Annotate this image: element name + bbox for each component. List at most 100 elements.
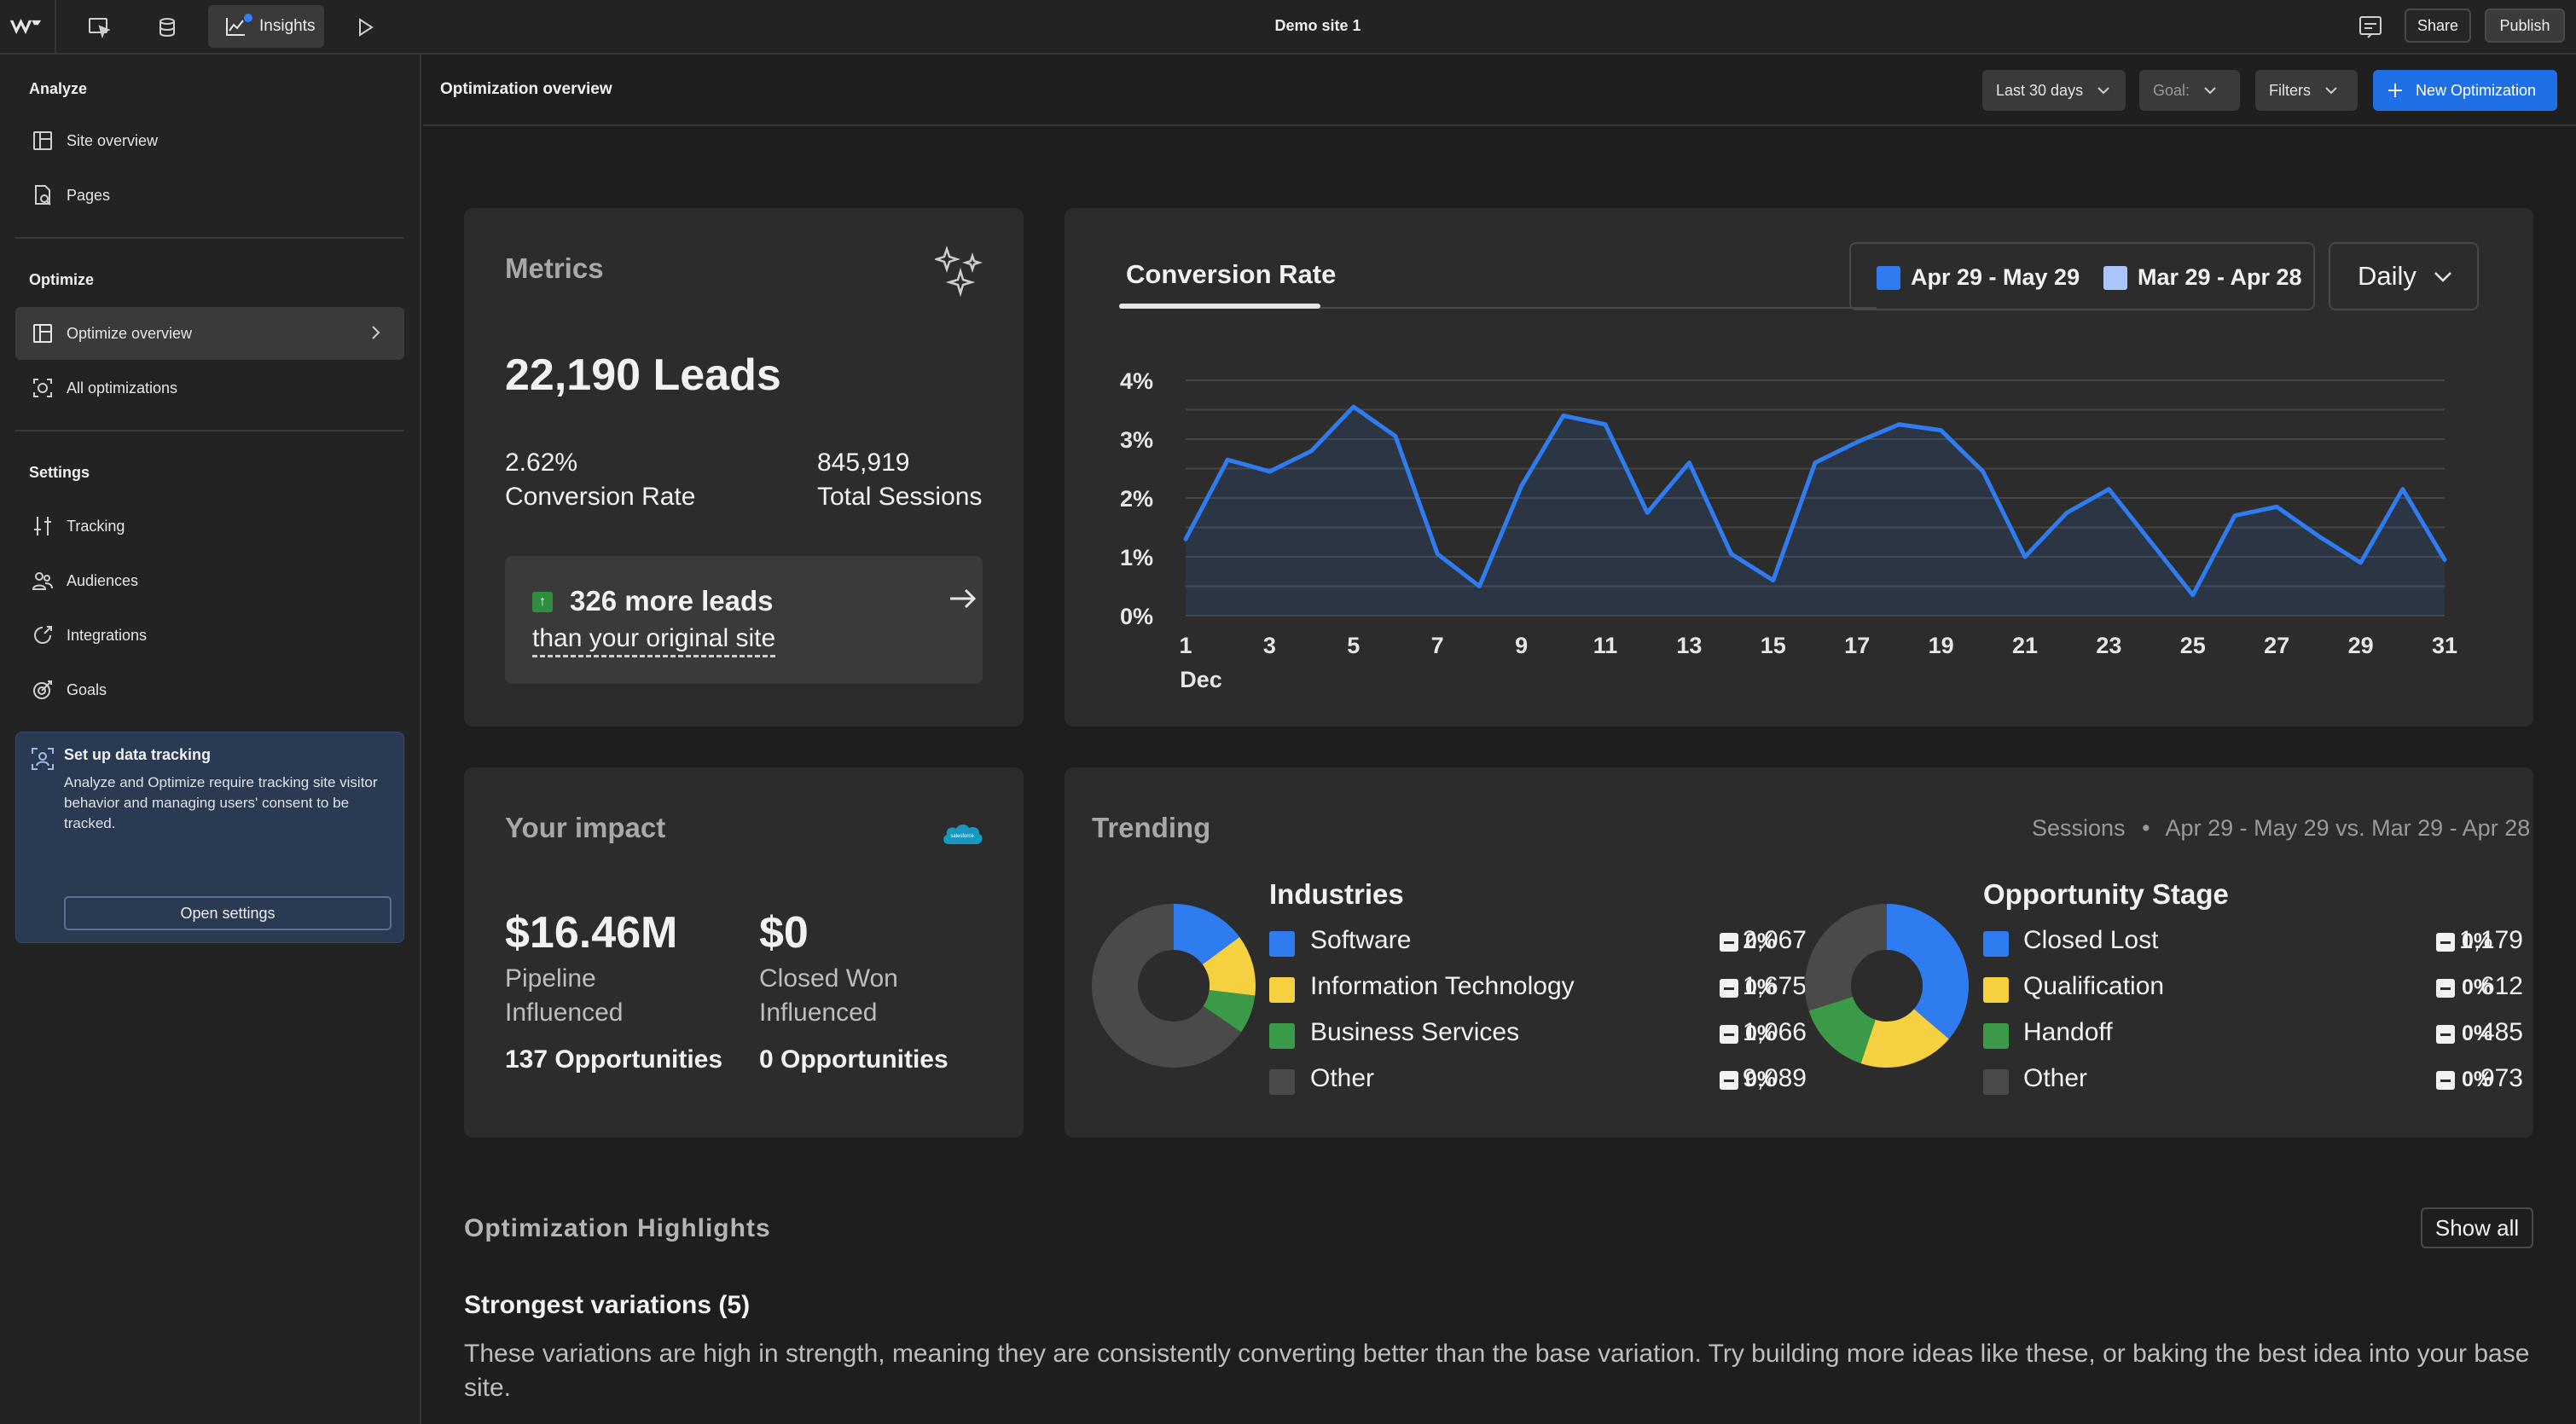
legend-row-label: Qualification: [2023, 972, 2165, 1000]
legend-row-value: 1,675: [1742, 972, 1807, 1000]
sidebar-item-integrations[interactable]: Integrations: [15, 609, 404, 662]
page-title: Optimization overview: [440, 80, 612, 98]
minus-icon: [2436, 1070, 2455, 1090]
legend-row-value: 1,179: [2458, 926, 2523, 954]
leads-count: 22,190 Leads: [505, 350, 781, 400]
legend-row-value: 2,067: [1742, 926, 1807, 954]
user-scan-icon: [32, 748, 54, 770]
sidebar-item-all-optimizations[interactable]: All optimizations: [15, 362, 404, 414]
change-percent: 0%: [2462, 929, 2493, 953]
legend-row-change: 0%: [2436, 1022, 2492, 1046]
legend-row-change: 0%: [2436, 975, 2492, 1000]
legend-row-change: 0%: [2436, 1068, 2492, 1092]
x-tick-label: 1: [1179, 633, 1192, 658]
legend-swatch: [1983, 931, 2009, 957]
legend-row-value: 612: [2480, 972, 2523, 1000]
legend-row-label: Business Services: [1310, 1018, 1520, 1046]
date-range-dropdown[interactable]: Last 30 days: [1982, 70, 2126, 111]
sidebar-item-optimize-overview[interactable]: Optimize overview: [15, 307, 404, 360]
industries-title: Industries: [1269, 878, 1404, 910]
settings-heading: Settings: [29, 464, 90, 481]
series-line: [1183, 404, 2447, 598]
legend-row-change: 0%: [2436, 929, 2492, 954]
total-sessions-label: Total Sessions: [817, 483, 983, 511]
legend-swatch: [1983, 977, 2009, 1003]
date-range-label: Last 30 days: [1996, 81, 2084, 99]
top-bar: Insights Demo site 1 Share Publish: [0, 0, 2576, 55]
metrics-card: Metrics 22,190 Leads 2.62% Conversion Ra…: [464, 208, 1024, 726]
goal-label: Goal:: [2153, 81, 2190, 99]
sidebar-item-goals[interactable]: Goals: [15, 663, 404, 716]
industries-donut-chart: [1092, 904, 1256, 1068]
goals-icon: [33, 680, 52, 699]
webflow-logo-icon[interactable]: [9, 10, 43, 44]
designer-icon[interactable]: [82, 10, 116, 44]
filters-dropdown[interactable]: Filters: [2255, 70, 2358, 111]
sidebar-item-tracking[interactable]: Tracking: [15, 500, 404, 553]
impact-title: Your impact: [505, 812, 666, 843]
minus-icon: [2436, 978, 2455, 998]
chevron-down-icon: [2325, 87, 2337, 95]
legend-swatch-previous: [2103, 266, 2127, 290]
legend-swatch-current: [1877, 266, 1900, 290]
main-header: Optimization overview Last 30 days Goal:…: [423, 55, 2576, 126]
insights-tab[interactable]: Insights: [208, 5, 324, 48]
tracking-card-title: Set up data tracking: [64, 746, 212, 763]
active-tab-indicator: [1119, 304, 1320, 309]
legend-row-label: Software: [1310, 926, 1412, 954]
tab-conversion-rate[interactable]: Conversion Rate: [1126, 259, 1337, 289]
sidebar-item-audiences[interactable]: Audiences: [15, 554, 404, 607]
sidebar-item-site-overview[interactable]: Site overview: [15, 114, 404, 167]
pipeline-opportunities: 137 Opportunities: [505, 1045, 723, 1074]
sidebar-item-label: Optimize overview: [67, 324, 193, 342]
legend-row-label: Other: [1310, 1064, 1375, 1092]
minus-icon: [1720, 1024, 1738, 1044]
x-tick-label: 25: [2180, 633, 2206, 658]
closed-won-value: $0: [759, 908, 809, 958]
trending-meta-compare: Apr 29 - May 29 vs. Mar 29 - Apr 28: [2165, 815, 2531, 841]
show-all-button[interactable]: Show all: [2421, 1207, 2533, 1248]
more-leads-subtitle: than your original site: [532, 624, 776, 657]
legend-current-label: Apr 29 - May 29: [1911, 264, 2080, 290]
play-icon[interactable]: [348, 10, 382, 44]
x-tick-label: 3: [1263, 633, 1276, 658]
closed-won-opportunities: 0 Opportunities: [759, 1045, 949, 1074]
chevron-down-icon: [2204, 87, 2216, 95]
chevron-down-icon: [2097, 87, 2109, 95]
legend-row-change: 0%: [1720, 1068, 1776, 1092]
donut-slice: [1887, 904, 1969, 1039]
trending-title: Trending: [1092, 812, 1211, 843]
new-optimization-button[interactable]: New Optimization: [2373, 70, 2557, 111]
more-leads-callout[interactable]: ↑ 326 more leads than your original site: [505, 556, 983, 684]
site-title: Demo site 1: [1274, 17, 1361, 34]
trending-meta-sessions: Sessions: [2032, 815, 2126, 841]
legend-row-value: 1,066: [1742, 1018, 1807, 1046]
toolbar-divider: [55, 0, 56, 55]
publish-button[interactable]: Publish: [2485, 9, 2565, 43]
pipeline-influenced-value: $16.46M: [505, 908, 678, 958]
opportunity-stage-title: Opportunity Stage: [1983, 878, 2229, 910]
change-percent: 0%: [2462, 1022, 2493, 1045]
change-percent: 0%: [2462, 975, 2493, 999]
x-axis-month-label: Dec: [1180, 667, 1222, 692]
optimization-highlights-title: Optimization Highlights: [464, 1214, 771, 1242]
sidebar-item-pages[interactable]: Pages: [15, 169, 404, 222]
x-tick-label: 15: [1761, 633, 1786, 658]
pages-icon: [35, 185, 51, 205]
donut-slice: [1860, 1009, 1949, 1068]
cms-icon[interactable]: [150, 10, 184, 44]
goal-dropdown[interactable]: Goal:: [2139, 70, 2240, 111]
comments-icon[interactable]: [2356, 12, 2385, 41]
series-area: [1186, 407, 2445, 616]
sidebar-item-label: Site overview: [67, 131, 159, 149]
sidebar: Analyze Site overview Pages Optimize Opt…: [0, 55, 421, 1424]
donut-slice: [1203, 990, 1256, 1033]
legend-swatch: [1269, 977, 1295, 1003]
open-settings-button[interactable]: Open settings: [64, 896, 392, 930]
x-tick-label: 31: [2432, 633, 2457, 658]
insights-label: Insights: [259, 17, 316, 35]
share-button[interactable]: Share: [2405, 9, 2471, 43]
x-tick-label: 5: [1347, 633, 1360, 658]
granularity-dropdown[interactable]: Daily: [2329, 242, 2479, 310]
